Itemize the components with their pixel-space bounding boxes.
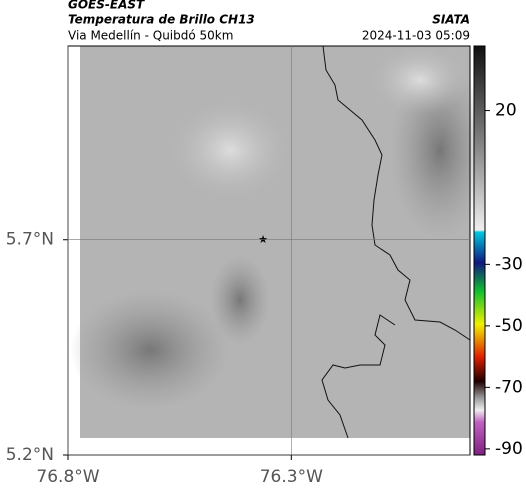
lon-tick-label: 76.3°W xyxy=(260,467,323,487)
lon-tick-label: 76.8°W xyxy=(36,467,99,487)
timestamp: 2024-11-03 05:09 xyxy=(362,29,470,43)
product: Temperatura de Brillo CH13 xyxy=(68,13,255,27)
lat-tick-label: 5.2°N xyxy=(6,445,54,465)
colorbar-tick-label: -70 xyxy=(495,377,523,397)
colorbar xyxy=(473,45,486,456)
lat-tick-label: 5.7°N xyxy=(6,230,54,250)
agency: SIATA xyxy=(432,13,470,27)
cloud xyxy=(70,290,230,410)
cloud xyxy=(370,45,470,115)
colorbar-tick-label: 20 xyxy=(495,101,517,121)
cloud xyxy=(210,255,270,345)
boundary-line xyxy=(321,45,471,439)
cloud xyxy=(170,100,290,200)
colorbar-tick-label: -30 xyxy=(495,254,523,274)
colorbar-tick-label: -50 xyxy=(495,316,523,336)
source: GOES-EAST xyxy=(68,0,145,12)
colorbar-tick-label: -90 xyxy=(495,439,523,459)
region: Via Medellín - Quibdó 50km xyxy=(68,29,233,43)
